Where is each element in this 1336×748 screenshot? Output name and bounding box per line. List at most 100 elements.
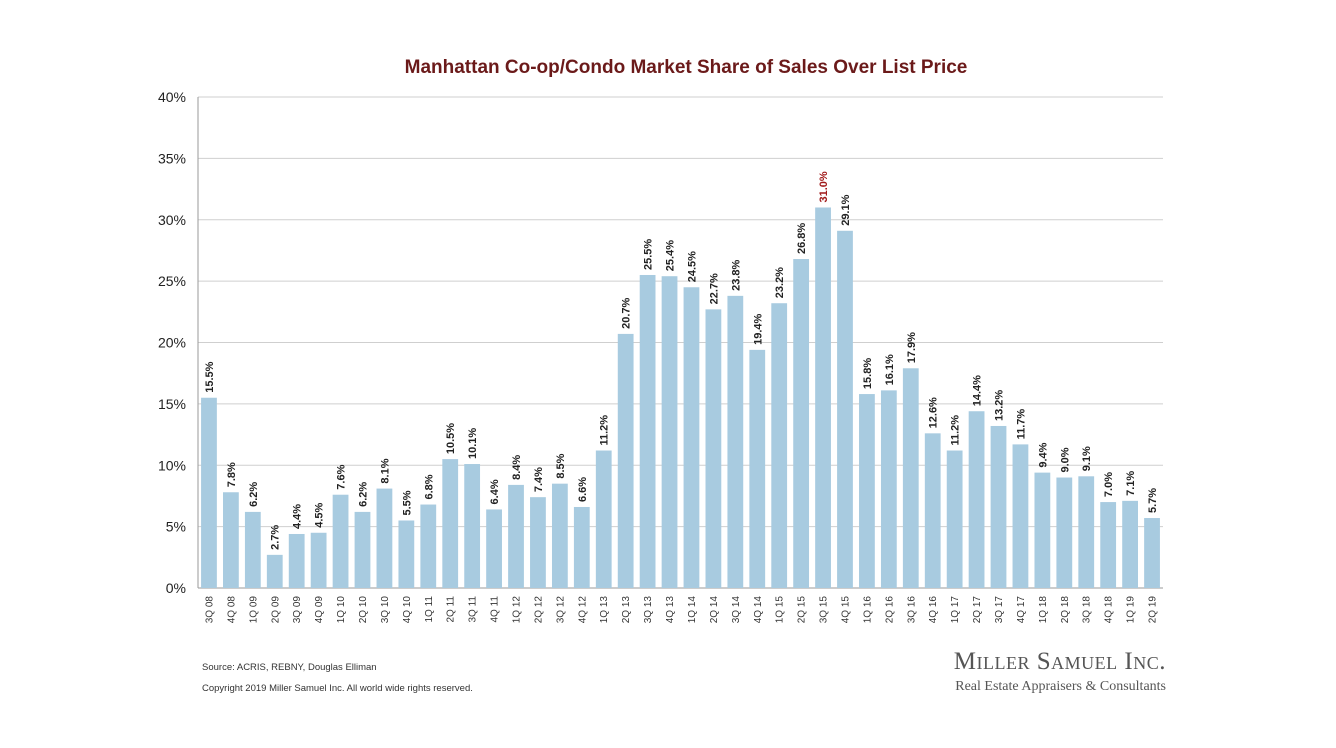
- data-label: 8.5%: [555, 453, 567, 478]
- bar: [902, 368, 919, 588]
- x-tick-label: 3Q 10: [380, 596, 391, 624]
- data-label: 25.5%: [643, 239, 655, 270]
- bar: [946, 450, 963, 588]
- x-tick-label: 3Q 09: [292, 596, 303, 624]
- x-axis-ticks: 3Q 08 4Q 08 1Q 09 2Q 09 3Q 09 4Q 09 1Q 10 2Q 10…: [204, 596, 1158, 624]
- bar: [201, 397, 217, 588]
- x-tick-label: 1Q 12: [512, 596, 523, 624]
- bar: [1122, 500, 1138, 588]
- x-tick-label: 2Q 15: [797, 596, 808, 624]
- x-tick-label: 3Q 16: [906, 596, 917, 624]
- data-label: 20.7%: [621, 297, 633, 328]
- data-label: 2.7%: [270, 525, 282, 550]
- bar: [244, 511, 261, 588]
- data-label: 6.6%: [577, 477, 589, 502]
- x-tick-label: 1Q 16: [862, 596, 873, 624]
- data-label: 11.7%: [1015, 409, 1027, 440]
- bar: [595, 450, 612, 588]
- data-label: 4.4%: [292, 504, 304, 529]
- data-label: 23.8%: [730, 259, 742, 290]
- data-label: 26.8%: [796, 223, 808, 254]
- bar: [223, 492, 239, 588]
- data-label: 7.0%: [1103, 472, 1115, 497]
- bar: [880, 390, 897, 588]
- data-label: 14.4%: [972, 375, 984, 406]
- x-tick-label: 3Q 18: [1082, 596, 1093, 624]
- copyright-note: Copyright 2019 Miller Samuel Inc. All wo…: [202, 683, 473, 694]
- x-tick-label: 4Q 12: [577, 596, 588, 624]
- data-label: 15.8%: [862, 358, 874, 389]
- bar: [332, 494, 349, 588]
- x-tick-label: 3Q 13: [643, 596, 654, 624]
- bar: [530, 497, 546, 588]
- y-tick-label: 15%: [158, 396, 186, 412]
- x-tick-label: 1Q 18: [1038, 596, 1049, 624]
- brand-name: Miller Samuel Inc.: [953, 648, 1166, 675]
- y-tick-label: 25%: [158, 273, 186, 289]
- x-tick-label: 4Q 08: [226, 596, 237, 624]
- bar: [354, 511, 371, 588]
- data-label: 6.2%: [248, 482, 260, 507]
- data-label: 6.2%: [357, 482, 369, 507]
- y-tick-label: 30%: [158, 212, 186, 228]
- data-label: 22.7%: [708, 273, 720, 304]
- data-label: 6.8%: [423, 474, 435, 499]
- x-tick-label: 1Q 09: [248, 596, 259, 624]
- data-label: 10.1%: [467, 428, 479, 459]
- data-labels: 15.5% 7.8% 6.2% 2.7% 4.4% 4.5% 7.6% 6.2% 8.1% 5.5…: [204, 171, 1159, 550]
- data-label: 29.1%: [840, 194, 852, 225]
- data-label: 19.4%: [752, 313, 764, 344]
- bar: [310, 532, 327, 588]
- bar: [1078, 476, 1095, 588]
- bars: [201, 207, 1160, 589]
- bar: [1012, 444, 1029, 588]
- data-label: 11.2%: [950, 415, 962, 446]
- x-tick-label: 4Q 09: [314, 596, 325, 624]
- bar: [727, 295, 744, 588]
- x-tick-label: 2Q 18: [1060, 596, 1071, 624]
- x-tick-label: 2Q 16: [884, 596, 895, 624]
- data-label: 4.5%: [314, 502, 326, 527]
- data-label: 23.2%: [774, 267, 786, 298]
- bar: [705, 309, 722, 588]
- data-label: 7.1%: [1125, 471, 1137, 496]
- data-label: 25.4%: [665, 240, 677, 271]
- bar: [661, 276, 678, 588]
- data-label: 8.1%: [379, 458, 391, 483]
- bar: [815, 207, 831, 588]
- bar: [990, 425, 1007, 588]
- data-label: 17.9%: [906, 332, 918, 363]
- x-tick-label: 1Q 10: [336, 596, 347, 624]
- bar: [859, 394, 875, 588]
- data-label: 10.5%: [445, 423, 457, 454]
- bar: [837, 230, 853, 589]
- bar: [793, 259, 810, 588]
- y-tick-label: 5%: [166, 519, 186, 535]
- bar: [398, 520, 415, 588]
- bar: [1144, 518, 1160, 588]
- x-tick-label: 2Q 17: [972, 596, 983, 624]
- chart-title: Manhattan Co-op/Condo Market Share of Sa…: [405, 57, 968, 78]
- x-tick-label: 4Q 11: [490, 596, 501, 623]
- x-tick-label: 3Q 17: [994, 596, 1005, 624]
- x-tick-label: 3Q 11: [468, 596, 479, 623]
- x-tick-label: 1Q 15: [775, 596, 786, 624]
- x-tick-label: 2Q 13: [621, 596, 632, 624]
- x-tick-label: 1Q 13: [599, 596, 610, 624]
- x-tick-label: 4Q 15: [840, 596, 851, 624]
- bar-chart: Manhattan Co-op/Condo Market Share of Sa…: [158, 57, 1163, 624]
- data-label: 7.8%: [226, 462, 238, 487]
- x-tick-label: 3Q 12: [555, 596, 566, 624]
- data-label: 9.4%: [1037, 442, 1049, 467]
- data-label: 9.1%: [1081, 446, 1093, 471]
- data-label: 11.2%: [599, 415, 611, 446]
- x-tick-label: 1Q 19: [1126, 596, 1137, 624]
- bar: [573, 506, 590, 588]
- bar: [749, 349, 766, 588]
- y-tick-label: 20%: [158, 335, 186, 351]
- x-tick-label: 4Q 17: [1016, 596, 1027, 624]
- bar: [486, 509, 502, 588]
- data-label: 8.4%: [511, 455, 523, 480]
- data-label: 13.2%: [994, 390, 1006, 421]
- data-label: 6.4%: [489, 479, 501, 504]
